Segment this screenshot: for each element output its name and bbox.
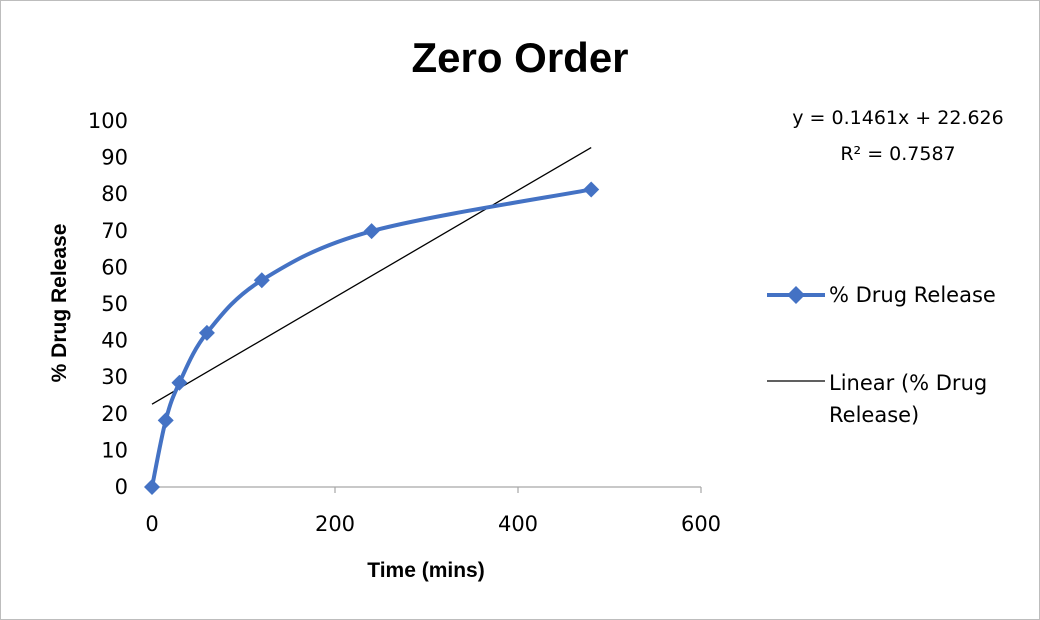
x-axis-title: Time (mins): [367, 559, 484, 582]
trendline-equation: y = 0.1461x + 22.626: [792, 107, 1003, 129]
y-tick-label: 0: [115, 475, 128, 499]
data-point-marker: [144, 479, 160, 495]
x-tick-label: 400: [498, 512, 538, 536]
data-point-marker: [157, 412, 174, 429]
legend-diamond-marker: [787, 286, 805, 304]
series-group: [144, 181, 600, 495]
x-tick-label: 0: [145, 512, 158, 536]
trendline-group: [151, 146, 592, 405]
y-tick-label: 100: [88, 109, 128, 133]
y-tick-label: 90: [101, 146, 128, 170]
y-axis-title: % Drug Release: [48, 224, 71, 383]
linear-trendline: [151, 146, 592, 405]
chart-title: Zero Order: [411, 34, 628, 81]
y-tick-label: 20: [101, 402, 128, 426]
legend: % Drug Release Linear (% Drug Release): [767, 283, 996, 427]
y-tick-label: 50: [101, 292, 128, 316]
y-tick-label: 10: [101, 438, 128, 462]
trendline-r-squared: R² = 0.7587: [840, 143, 955, 165]
legend-trendline-label-line2: Release): [829, 403, 919, 427]
data-point-marker: [253, 272, 270, 289]
data-point-marker: [583, 181, 600, 198]
y-tick-label: 70: [101, 219, 128, 243]
y-tick-label: 60: [101, 255, 128, 279]
x-tick-label: 600: [681, 512, 721, 536]
x-tick-label: 200: [315, 512, 355, 536]
legend-series-label: % Drug Release: [829, 283, 996, 307]
data-point-marker: [171, 374, 188, 391]
y-tick-label: 30: [101, 365, 128, 389]
data-point-marker: [198, 324, 215, 341]
y-axis-tick-labels: 0 10 20 30 40 50 60 70 80 90 100: [88, 109, 128, 499]
x-axis-tick-marks: [151, 487, 702, 493]
y-tick-label: 80: [101, 182, 128, 206]
legend-trendline-label-line1: Linear (% Drug: [829, 371, 987, 395]
x-axis-tick-labels: 0 200 400 600: [145, 512, 721, 536]
y-tick-label: 40: [101, 329, 128, 353]
data-point-marker: [363, 223, 380, 240]
